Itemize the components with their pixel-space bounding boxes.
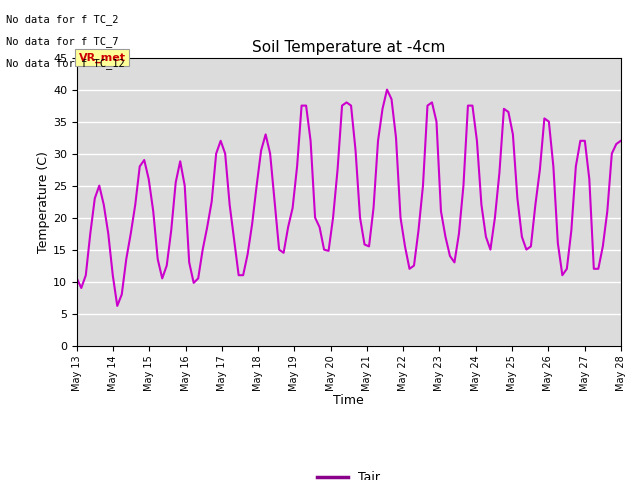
Text: No data for f TC_2: No data for f TC_2: [6, 14, 119, 25]
Text: No data for f TC_12: No data for f TC_12: [6, 58, 125, 69]
Text: VR_met: VR_met: [79, 53, 125, 63]
Y-axis label: Temperature (C): Temperature (C): [37, 151, 50, 252]
X-axis label: Time: Time: [333, 394, 364, 407]
Legend: Tair: Tair: [312, 466, 385, 480]
Text: No data for f TC_7: No data for f TC_7: [6, 36, 119, 47]
Title: Soil Temperature at -4cm: Soil Temperature at -4cm: [252, 40, 445, 55]
